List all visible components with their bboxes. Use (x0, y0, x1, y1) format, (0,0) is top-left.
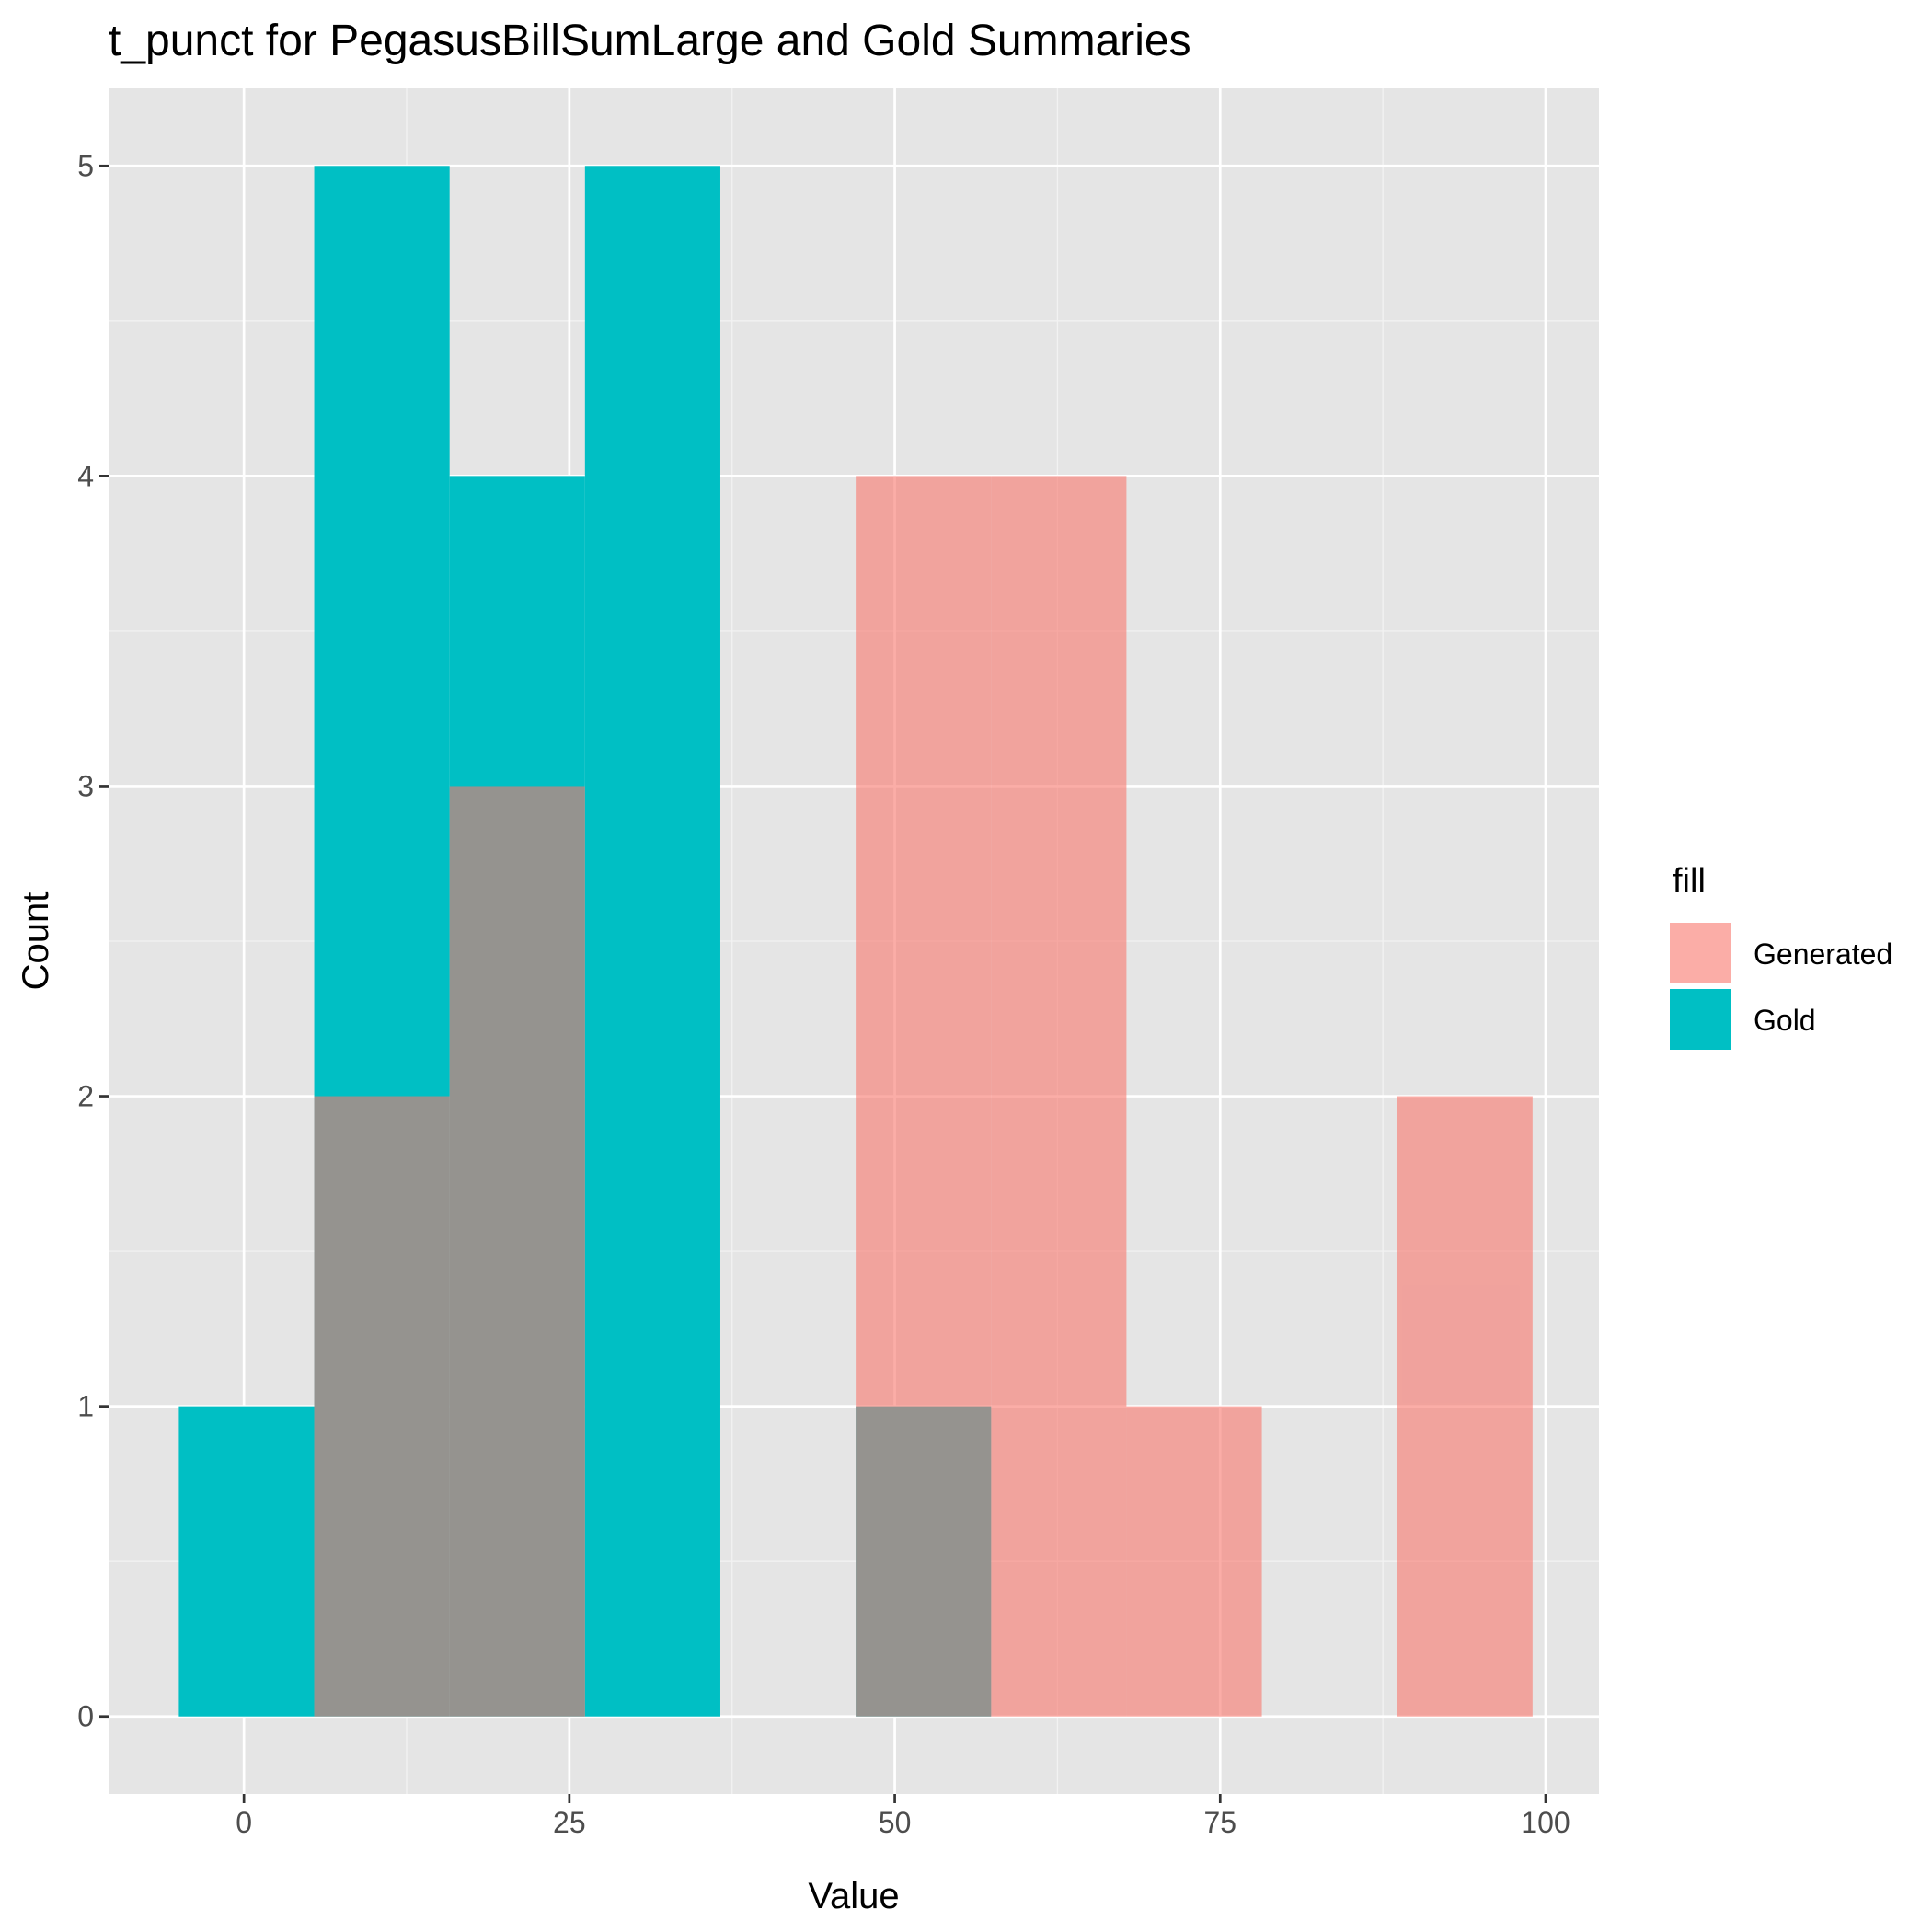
generated-bar (1397, 1096, 1533, 1717)
gold-bar (178, 1406, 315, 1717)
y-tick-label: 3 (77, 769, 94, 802)
generated-bar (856, 476, 992, 1717)
legend-key-gold (1668, 987, 1732, 1052)
generated-bar (1126, 1406, 1262, 1717)
legend-label-gold: Gold (1754, 1004, 1816, 1037)
generated-bar (449, 786, 585, 1717)
gold-bar (584, 166, 720, 1717)
axis-ticks (99, 164, 1547, 1803)
y-axis-title: Count (16, 892, 56, 991)
legend-key-generated (1668, 921, 1732, 985)
generated-bar (991, 476, 1127, 1717)
legend: fill Generated Gold (1668, 862, 1892, 1052)
x-tick-label: 25 (553, 1806, 586, 1839)
y-tick-label: 0 (77, 1700, 94, 1733)
x-tick-label: 50 (879, 1806, 912, 1839)
legend-label-generated: Generated (1754, 937, 1892, 971)
y-tick-label: 4 (77, 459, 94, 492)
x-tick-label: 100 (1521, 1806, 1570, 1839)
x-tick-labels: 0 25 50 75 100 (236, 1806, 1570, 1839)
x-tick-label: 0 (236, 1806, 252, 1839)
x-tick-label: 75 (1203, 1806, 1236, 1839)
y-tick-label: 5 (77, 149, 94, 182)
legend-title: fill (1673, 862, 1706, 901)
chart-title: t_punct for PegasusBillSumLarge and Gold… (109, 17, 1191, 65)
x-axis-title: Value (808, 1876, 899, 1916)
generated-bars (314, 476, 1533, 1717)
generated-bar (314, 1096, 450, 1717)
y-tick-labels: 0 1 2 3 4 5 (77, 149, 94, 1732)
y-tick-label: 2 (77, 1080, 94, 1113)
y-tick-label: 1 (77, 1390, 94, 1423)
